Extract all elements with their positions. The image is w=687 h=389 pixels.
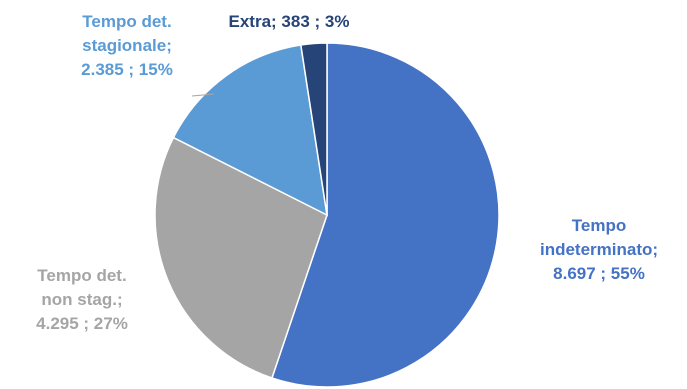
label-tempo-indeterminato: Tempo indeterminato; 8.697 ; 55%	[539, 216, 659, 283]
label-extra: Extra; 383 ; 3%	[228, 12, 350, 31]
pie-slice-tempo-det-stagionale	[172, 44, 328, 217]
pie-slice-tempo-indeterminato	[271, 42, 500, 388]
label-tempo-det-stagionale: Tempo det. stagionale; 2.385 ; 15%	[81, 12, 173, 79]
pie-slice-tempo-det-non-stag	[154, 136, 328, 379]
pie-slices	[154, 42, 500, 388]
label-tempo-det-non-stag: Tempo det. non stag.; 4.295 ; 27%	[36, 266, 128, 333]
label-leader-line	[191, 93, 215, 97]
pie-slice-extra	[299, 42, 328, 216]
